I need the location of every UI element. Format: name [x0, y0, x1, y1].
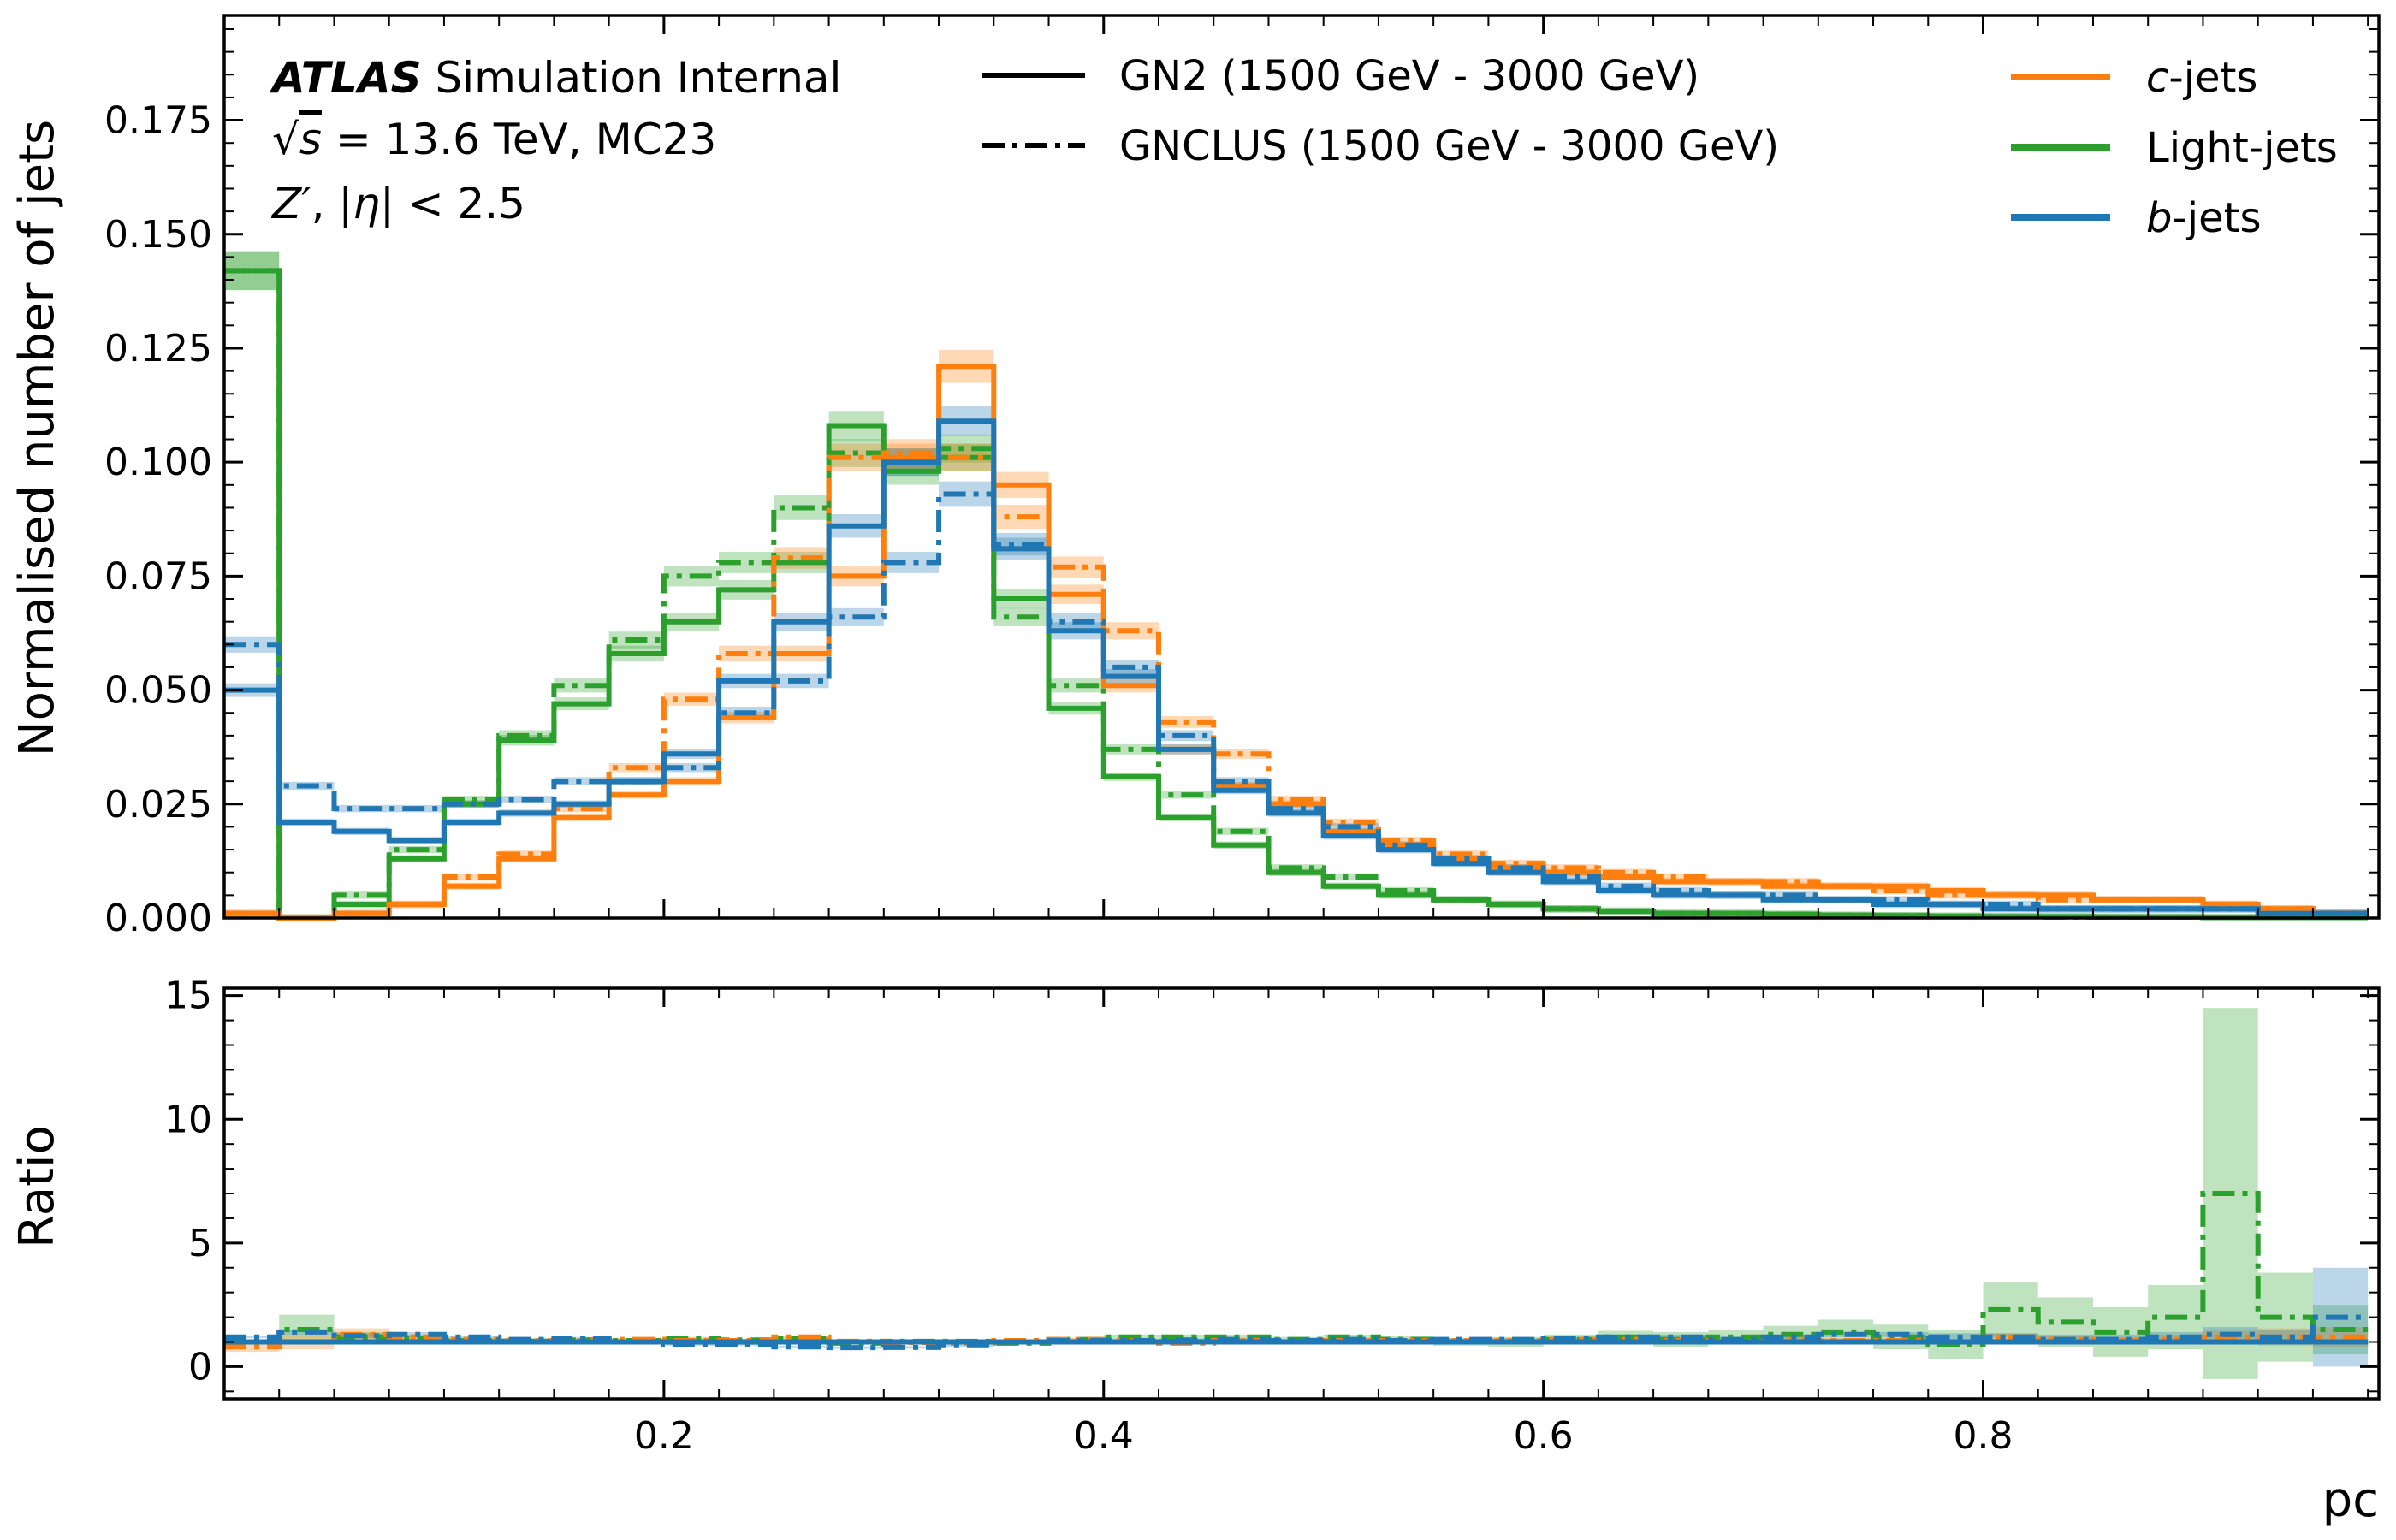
- top-band-b-5-24: [1543, 873, 1598, 881]
- top-ytick-label: 0.000: [104, 897, 212, 940]
- ratio-band-b-31: [1928, 1333, 1984, 1342]
- top-ytick-label: 0.075: [104, 554, 212, 598]
- ratio-band-light-18: [1213, 1334, 1269, 1340]
- top-band-b-5-19: [1268, 804, 1324, 813]
- top-series-gnclus-light: [224, 268, 2369, 921]
- top-series-gnclus-b: [224, 491, 2369, 916]
- zprime-symbol: Z′: [270, 179, 311, 228]
- sqrt-symbol: √: [272, 115, 300, 164]
- x-axis-label: pc: [2322, 1472, 2379, 1528]
- ratio-y-axis-label: Ratio: [9, 1125, 65, 1248]
- top-band-c-3-4: [443, 873, 500, 881]
- atlas-label-line2: √s = 13.6 TeV, MC23: [272, 115, 716, 164]
- ratio-uncertainty-bands: [224, 1008, 2369, 1379]
- legend-flavour-text: -jets: [2168, 54, 2257, 102]
- ratio-band-b-12: [883, 1346, 940, 1349]
- ratio-xtick-label: 0.2: [634, 1414, 694, 1458]
- legend-flavour-italic: b: [2146, 194, 2172, 242]
- atlas-bold-label: ATLAS: [269, 53, 422, 103]
- legend-flavour-label-c: c-jets: [2146, 54, 2257, 102]
- ratio-series-gnclus-b: [224, 1314, 2369, 1351]
- ratio-panel-series: [224, 1191, 2369, 1351]
- sqrt-s-symbol: s: [300, 115, 322, 164]
- eta-symbol: η: [353, 179, 380, 228]
- top-band-c-3-5: [499, 850, 555, 858]
- ratio-xtick-label: 0.8: [1954, 1414, 2013, 1458]
- top-series-gn2-b: [224, 418, 2369, 916]
- ratio-ytick-label: 15: [164, 974, 212, 1018]
- top-band-b-5-0: [224, 636, 280, 653]
- top-ytick-label: 0.050: [104, 669, 212, 713]
- top-ytick-label: 0.175: [104, 99, 212, 143]
- top-series-gn2-c: [224, 364, 2369, 921]
- ratio-band-c-0: [224, 1342, 280, 1353]
- top-band-c-3-21: [1378, 837, 1434, 844]
- legend-flavour-text: Light-jets: [2146, 124, 2338, 172]
- top-uncertainty-bands: [224, 251, 2369, 918]
- top-ytick-label: 0.025: [104, 783, 212, 826]
- atlas-label: ATLAS Simulation Internal √s = 13.6 TeV,…: [269, 53, 841, 228]
- ratio-ytick-label: 10: [164, 1098, 212, 1141]
- top-panel-series: [224, 268, 2369, 921]
- eta-cut-text: | < 2.5: [380, 179, 525, 228]
- ratio-ytick-label: 0: [188, 1345, 212, 1389]
- eta-sep: , |: [311, 179, 353, 228]
- top-ytick-label: 0.100: [104, 441, 212, 484]
- top-series-gnclus-c: [224, 450, 2369, 921]
- top-band-c-3-26: [1653, 873, 1709, 881]
- top-frame: [222, 14, 2381, 920]
- atlas-simulation-internal: Simulation Internal: [422, 53, 842, 103]
- top-band-light-1-15: [1048, 678, 1104, 693]
- top-y-axis-label: Normalised number of jets: [9, 120, 65, 756]
- atlas-label-line1: ATLAS Simulation Internal: [269, 53, 841, 103]
- ratio-band-light-3: [388, 1336, 444, 1342]
- legend-flavour-text: -jets: [2172, 194, 2261, 242]
- top-ytick-label: 0.125: [104, 327, 212, 370]
- legend-style-label-0: GN2 (1500 GeV - 3000 GeV): [1119, 52, 1699, 100]
- legend-line-styles: GN2 (1500 GeV - 3000 GeV) GNCLUS (1500 Ge…: [982, 52, 1779, 170]
- ratio-band-light-17: [1158, 1334, 1214, 1340]
- top-band-light-1-20: [1323, 873, 1379, 881]
- top-band-b-5-6: [554, 777, 609, 785]
- ratio-xtick-label: 0.4: [1074, 1414, 1134, 1458]
- ratio-band-b-0: [224, 1336, 280, 1339]
- top-band-b-5-18: [1213, 777, 1269, 785]
- top-band-light-1-2: [334, 891, 389, 899]
- top-band-b-5-30: [1873, 896, 1929, 903]
- top-ytick-label: 0.150: [104, 213, 212, 257]
- legend-flavour-label-light: Light-jets: [2146, 124, 2338, 172]
- top-band-c-3-28: [1763, 878, 1818, 886]
- top-band-light-1-4: [443, 796, 500, 803]
- legend-flavour-label-b: b-jets: [2146, 194, 2261, 242]
- atlas-label-line3: Z′, |η| < 2.5: [270, 179, 525, 228]
- top-band-b-5-32: [1983, 900, 2038, 909]
- ratio-panel-axes: 0 5 10 15 0.2 0.4 0.6 0.8: [164, 974, 2381, 1458]
- legend-style-label-1: GNCLUS (1500 GeV - 3000 GeV): [1119, 122, 1779, 170]
- top-band-light-1-6: [554, 678, 609, 693]
- top-panel-axes: 0.000 0.025 0.050 0.075 0.100 0.125 0.150 0.175: [104, 14, 2381, 940]
- top-band-c-3-25: [1598, 868, 1654, 876]
- legend-flavour-italic: c: [2146, 54, 2168, 102]
- energy-text: = 13.6 TeV, MC23: [322, 115, 716, 164]
- top-band-c-3-20: [1323, 818, 1379, 826]
- top-series-gn2-light: [224, 268, 2369, 921]
- ratio-ytick-label: 5: [188, 1222, 212, 1265]
- ratio-xtick-label: 0.6: [1514, 1414, 1574, 1458]
